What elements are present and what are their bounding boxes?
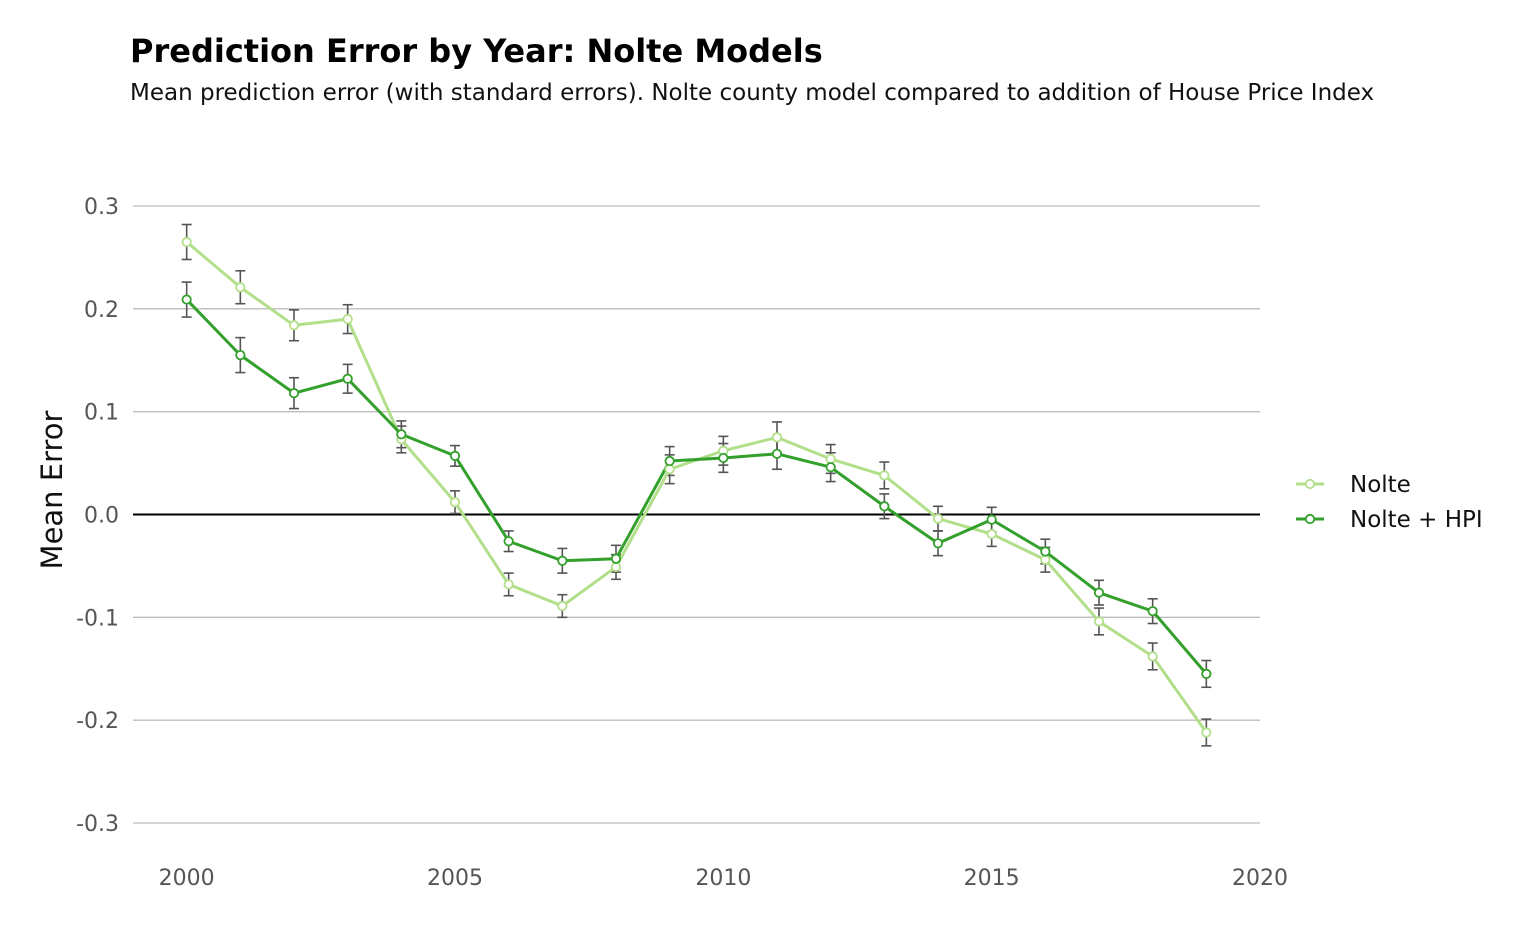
data-point [1147, 651, 1158, 662]
series-line [185, 298, 1208, 676]
chart-title: Prediction Error by Year: Nolte Models [130, 32, 823, 70]
x-tick-label: 2010 [695, 866, 751, 891]
legend-item: Nolte [1296, 472, 1411, 498]
x-tick-label: 2005 [427, 866, 483, 891]
data-point [771, 432, 783, 443]
data-point [610, 561, 622, 573]
error-bars [181, 223, 1212, 747]
data-point [449, 497, 461, 508]
chart-subtitle: Mean prediction error (with standard err… [130, 80, 1375, 106]
data-point [181, 236, 192, 248]
data-point [503, 579, 514, 590]
data-point [557, 555, 568, 566]
data-point [342, 373, 353, 384]
data-point [1201, 668, 1212, 679]
data-point [610, 553, 622, 564]
data-point [986, 528, 997, 540]
x-tick-label: 2000 [159, 866, 215, 891]
y-tick-label: 0.0 [84, 504, 119, 529]
data-point [1093, 587, 1105, 598]
data-point [396, 429, 407, 440]
legend-label: Nolte [1350, 472, 1411, 498]
y-tick-label: 0.3 [84, 195, 119, 220]
data-point [1201, 727, 1212, 738]
series-line [185, 240, 1208, 735]
data-point [879, 470, 890, 481]
grid-lines [133, 205, 1260, 824]
y-axis-title: Mean Error [35, 410, 69, 569]
legend: Nolte Nolte + HPI [1296, 472, 1483, 533]
data-point [932, 513, 944, 524]
data-point [825, 462, 836, 473]
legend-swatch-point [1304, 478, 1316, 490]
legend-label: Nolte + HPI [1350, 507, 1483, 533]
data-point [771, 448, 783, 459]
data-point [1040, 554, 1051, 565]
data-point [235, 350, 246, 361]
data-point [503, 536, 514, 547]
y-tick-label: -0.1 [76, 606, 119, 631]
data-point [557, 600, 568, 612]
data-point [235, 282, 246, 293]
legend-item: Nolte + HPI [1296, 507, 1483, 533]
data-point [718, 452, 729, 464]
y-tick-label: 0.2 [84, 298, 119, 323]
series-lines [185, 240, 1208, 735]
data-point [288, 320, 300, 331]
data-point [1040, 546, 1051, 557]
series-points [181, 236, 1212, 738]
x-tick-label: 2020 [1232, 866, 1288, 891]
data-point [288, 388, 300, 399]
data-point [879, 501, 890, 512]
data-point [986, 514, 997, 525]
legend-swatch-point [1304, 513, 1316, 525]
data-point [1147, 606, 1158, 617]
data-point [181, 294, 192, 305]
y-tick-label: -0.2 [76, 709, 119, 734]
data-point [449, 450, 461, 461]
y-tick-label: -0.3 [76, 812, 119, 837]
x-axis-ticks: 2000 2005 2010 2015 2020 [159, 866, 1288, 891]
y-axis-ticks: 0.3 0.2 0.1 0.0 -0.1 -0.2 -0.3 [76, 195, 119, 837]
data-point [932, 538, 944, 549]
data-point [1093, 616, 1105, 627]
data-point [664, 464, 675, 475]
data-point [342, 314, 353, 325]
y-tick-label: 0.1 [84, 401, 119, 426]
data-point [664, 455, 675, 467]
x-tick-label: 2015 [964, 866, 1020, 891]
data-point [825, 453, 836, 465]
